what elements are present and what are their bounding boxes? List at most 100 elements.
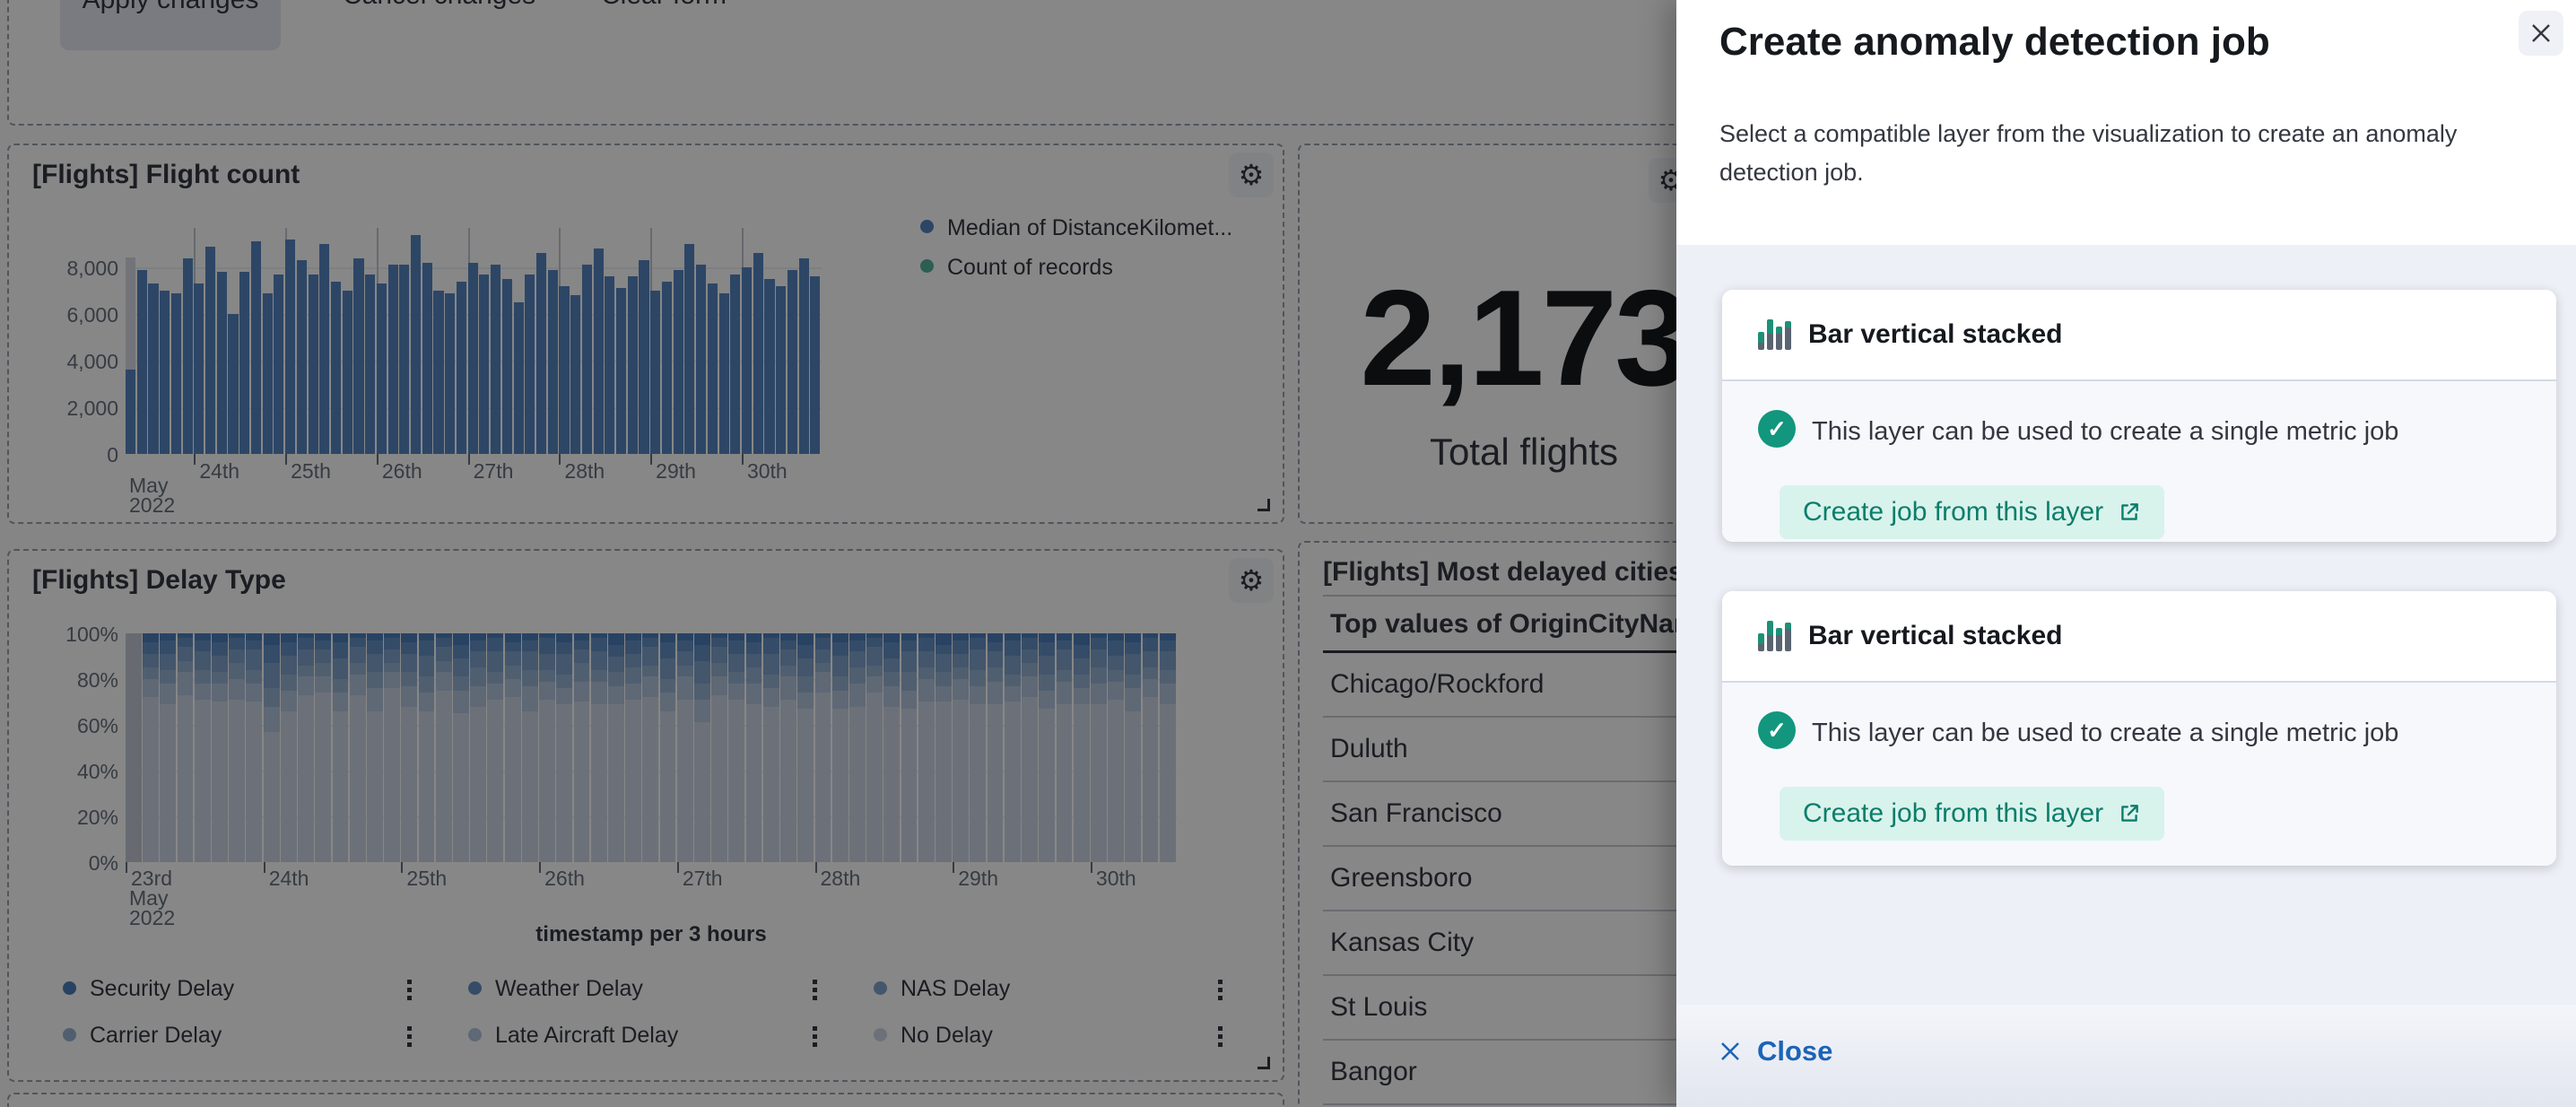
- bar-segment-no-delay: [694, 722, 710, 862]
- stacked-bar: [349, 633, 366, 862]
- bar-segment-no-delay: [1056, 704, 1073, 862]
- bar-segment: [849, 684, 866, 707]
- bar-segment: [212, 684, 228, 702]
- bar: [810, 276, 821, 454]
- close-icon: [2532, 24, 2550, 42]
- bar: [479, 275, 490, 454]
- bar: [308, 275, 318, 454]
- bar-segment: [1125, 642, 1142, 654]
- bar-segment: [366, 672, 383, 689]
- bar-segment: [1159, 633, 1176, 641]
- flyout-close-button[interactable]: [2519, 11, 2563, 56]
- x-axis-title: timestamp per 3 hours: [535, 922, 767, 946]
- bar-segment: [607, 685, 624, 705]
- legend-actions-menu-icon[interactable]: [1218, 980, 1223, 1000]
- bar-segment: [883, 642, 901, 659]
- bar: [250, 241, 262, 454]
- bar-segment: [280, 642, 297, 657]
- clear-form-button[interactable]: Clear form: [601, 0, 727, 11]
- legend-actions-menu-icon[interactable]: [1218, 1026, 1223, 1047]
- panel-title: [Flights] Flight count: [32, 160, 300, 189]
- cancel-changes-button[interactable]: Cancel changes: [343, 0, 535, 11]
- bar-segment: [780, 649, 796, 666]
- bar-segment-no-delay: [453, 713, 469, 862]
- bars-area: [126, 633, 1177, 862]
- legend-item-label[interactable]: No Delay: [901, 1023, 993, 1048]
- bar-segment-no-delay: [1022, 697, 1038, 862]
- bar-segment: [711, 638, 728, 648]
- stacked-bar: [711, 633, 728, 862]
- bar: [467, 263, 478, 454]
- stacked-bar: [1004, 633, 1021, 862]
- legend-item-label[interactable]: Weather Delay: [495, 976, 643, 1001]
- legend-actions-menu-icon[interactable]: [407, 1026, 412, 1047]
- legend-item-label[interactable]: Late Aircraft Delay: [495, 1023, 679, 1048]
- bar-segment: [659, 642, 676, 659]
- bar-segment: [936, 644, 952, 654]
- create-job-from-layer-button[interactable]: Create job from this layer: [1780, 787, 2165, 841]
- bar-segment: [745, 633, 762, 643]
- layer-card-header: Bar vertical stacked: [1722, 290, 2556, 379]
- stacked-bar: [918, 633, 935, 862]
- stacked-bar: [831, 633, 849, 862]
- y-axis-tick-label: 0%: [88, 851, 118, 875]
- bar: [718, 293, 729, 454]
- bar-segment: [1125, 653, 1142, 675]
- bar-segment: [1108, 633, 1124, 641]
- panel-resize-handle[interactable]: [1258, 499, 1270, 511]
- bar-segment: [797, 644, 814, 659]
- bar-segment: [901, 690, 918, 710]
- bar-segment: [866, 633, 883, 639]
- bar-segment-no-delay: [573, 702, 590, 862]
- bar-segment: [487, 651, 504, 673]
- bar-segment: [694, 699, 710, 723]
- bar-segment: [349, 663, 366, 675]
- bar-segment: [625, 633, 641, 641]
- stacked-bar: [987, 633, 1004, 862]
- table-column-header[interactable]: Top values of OriginCityName: [1330, 609, 1713, 639]
- panel-settings-button[interactable]: ⚙: [1229, 153, 1274, 197]
- bar-segment: [814, 663, 831, 673]
- bar-segment: [590, 669, 607, 682]
- footer-close-button[interactable]: Close: [1719, 1035, 1832, 1068]
- bar-segment: [298, 649, 314, 666]
- bar-segment: [315, 663, 332, 677]
- y-axis-tick-label: 40%: [76, 760, 118, 783]
- bar-segment: [797, 693, 814, 710]
- bar-segment: [987, 642, 1004, 652]
- panel-settings-button[interactable]: ⚙: [1229, 558, 1274, 603]
- bar-segment: [470, 640, 487, 652]
- panel-resize-handle[interactable]: [1258, 1057, 1270, 1069]
- bar: [194, 283, 205, 454]
- bar-segment-no-delay: [745, 704, 762, 862]
- bar: [160, 291, 170, 454]
- stacked-bar: [970, 633, 987, 862]
- stacked-bar: [229, 633, 246, 862]
- bar-segment: [521, 651, 538, 670]
- layer-compatibility-text: This layer can be used to create a singl…: [1812, 719, 2399, 747]
- legend-actions-menu-icon[interactable]: [813, 1026, 817, 1047]
- bar: [387, 265, 398, 454]
- legend-actions-menu-icon[interactable]: [813, 980, 817, 1000]
- bar-segment: [556, 653, 573, 675]
- bar-segment: [384, 633, 400, 639]
- legend-item-label[interactable]: Count of records: [947, 255, 1113, 280]
- legend-item-label[interactable]: Carrier Delay: [90, 1023, 222, 1048]
- bar: [501, 279, 512, 454]
- bar: [741, 267, 753, 454]
- external-link-icon: [2121, 503, 2138, 520]
- bar-segment-no-delay: [1073, 704, 1090, 862]
- bar-segment: [676, 633, 693, 641]
- create-job-from-layer-button[interactable]: Create job from this layer: [1780, 485, 2165, 539]
- bar: [182, 258, 193, 454]
- bar-segment: [229, 633, 246, 639]
- bar-segment: [1004, 674, 1021, 686]
- apply-changes-button[interactable]: Apply changes: [60, 0, 281, 50]
- legend-item-label[interactable]: NAS Delay: [901, 976, 1011, 1001]
- bar-segment: [435, 672, 452, 691]
- legend-actions-menu-icon[interactable]: [407, 980, 412, 1000]
- legend-item-label[interactable]: Security Delay: [90, 976, 235, 1001]
- bar: [274, 275, 284, 454]
- bar-segment: [384, 672, 400, 689]
- legend-item-label[interactable]: Median of DistanceKilomet...: [947, 215, 1233, 240]
